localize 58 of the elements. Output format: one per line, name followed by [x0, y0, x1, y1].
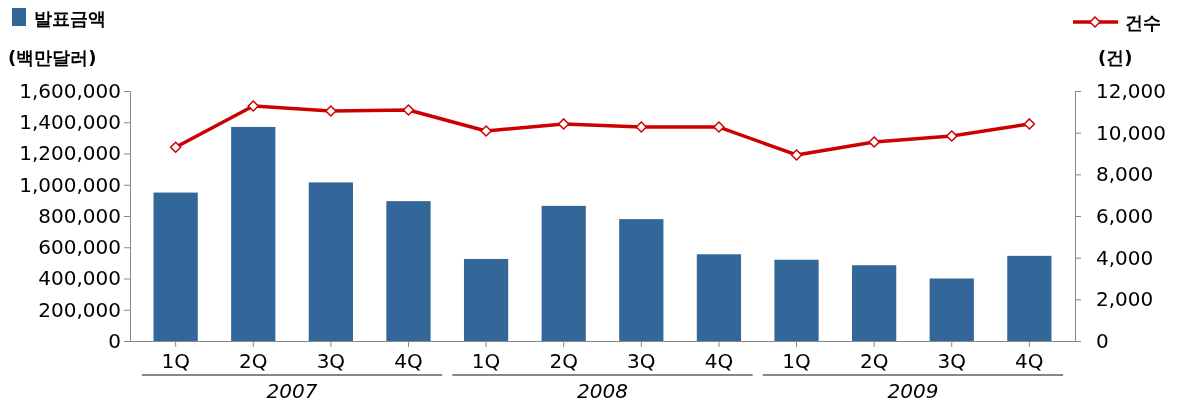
y2-tick-label: 4,000 [1096, 245, 1154, 270]
x-tick-label: 1Q [782, 349, 811, 373]
point [946, 130, 958, 142]
point [557, 118, 570, 130]
y-tick-label: 200,000 [38, 297, 121, 322]
x-tick-label: 3Q [316, 349, 346, 373]
bar [463, 258, 509, 341]
bar [541, 205, 586, 341]
legend-label: 건수 [1125, 12, 1161, 33]
point [790, 149, 803, 161]
point [868, 136, 880, 148]
text: 2007 [266, 379, 318, 403]
y-axis-title: (백만달러) [8, 47, 97, 68]
x-tick-label: 4Q [1015, 349, 1044, 373]
y2-tick-label: 12,000 [1096, 78, 1166, 103]
y-tick-label: 600,000 [38, 235, 121, 260]
x-tick-label: 4Q [704, 349, 734, 373]
point [325, 105, 337, 117]
x-tick-label: 2Q [859, 349, 889, 373]
y2-tick-label: 0 [1096, 328, 1109, 353]
point [402, 104, 415, 116]
y-tick-label: 1,200,000 [19, 141, 121, 166]
point [169, 141, 182, 153]
x-tick-label: 1Q [161, 349, 190, 373]
y2-tick-label: 2,000 [1096, 287, 1154, 312]
y2-tick-label: 8,000 [1096, 162, 1154, 187]
point [713, 121, 725, 133]
y2-tick-label: 6,000 [1096, 203, 1154, 228]
bar [1007, 255, 1052, 341]
bar [153, 192, 198, 341]
text: 2008 [577, 379, 628, 403]
y-tick-label: 1,600,000 [19, 78, 121, 103]
point [480, 125, 492, 137]
x-tick-label: 1Q [471, 349, 501, 373]
y-tick-label: 400,000 [38, 266, 121, 291]
y-tick-label: 0 [108, 328, 121, 353]
y-tick-label: 1,400,000 [19, 110, 121, 135]
y-tick-label: 1,000,000 [19, 172, 121, 197]
x-tick-label: 2Q [549, 349, 578, 373]
bar [852, 265, 897, 341]
x-tick-label: 3Q [627, 349, 656, 373]
bar [929, 278, 974, 341]
bar [774, 259, 819, 341]
point [1023, 118, 1036, 130]
bar [308, 182, 353, 341]
y-tick-label: 800,000 [38, 203, 121, 228]
bar [696, 254, 742, 341]
text: 2009 [887, 379, 939, 403]
bar [386, 201, 431, 341]
bar [231, 126, 276, 341]
legend-label: 발표금액 [34, 8, 106, 29]
x-tick-label: 4Q [394, 349, 423, 373]
bar [619, 219, 664, 341]
point [247, 100, 259, 112]
x-tick-label: 3Q [937, 349, 966, 373]
y2-tick-label: 10,000 [1096, 120, 1166, 145]
y2-axis-title: (건) [1098, 47, 1133, 68]
x-tick-label: 2Q [239, 349, 268, 373]
